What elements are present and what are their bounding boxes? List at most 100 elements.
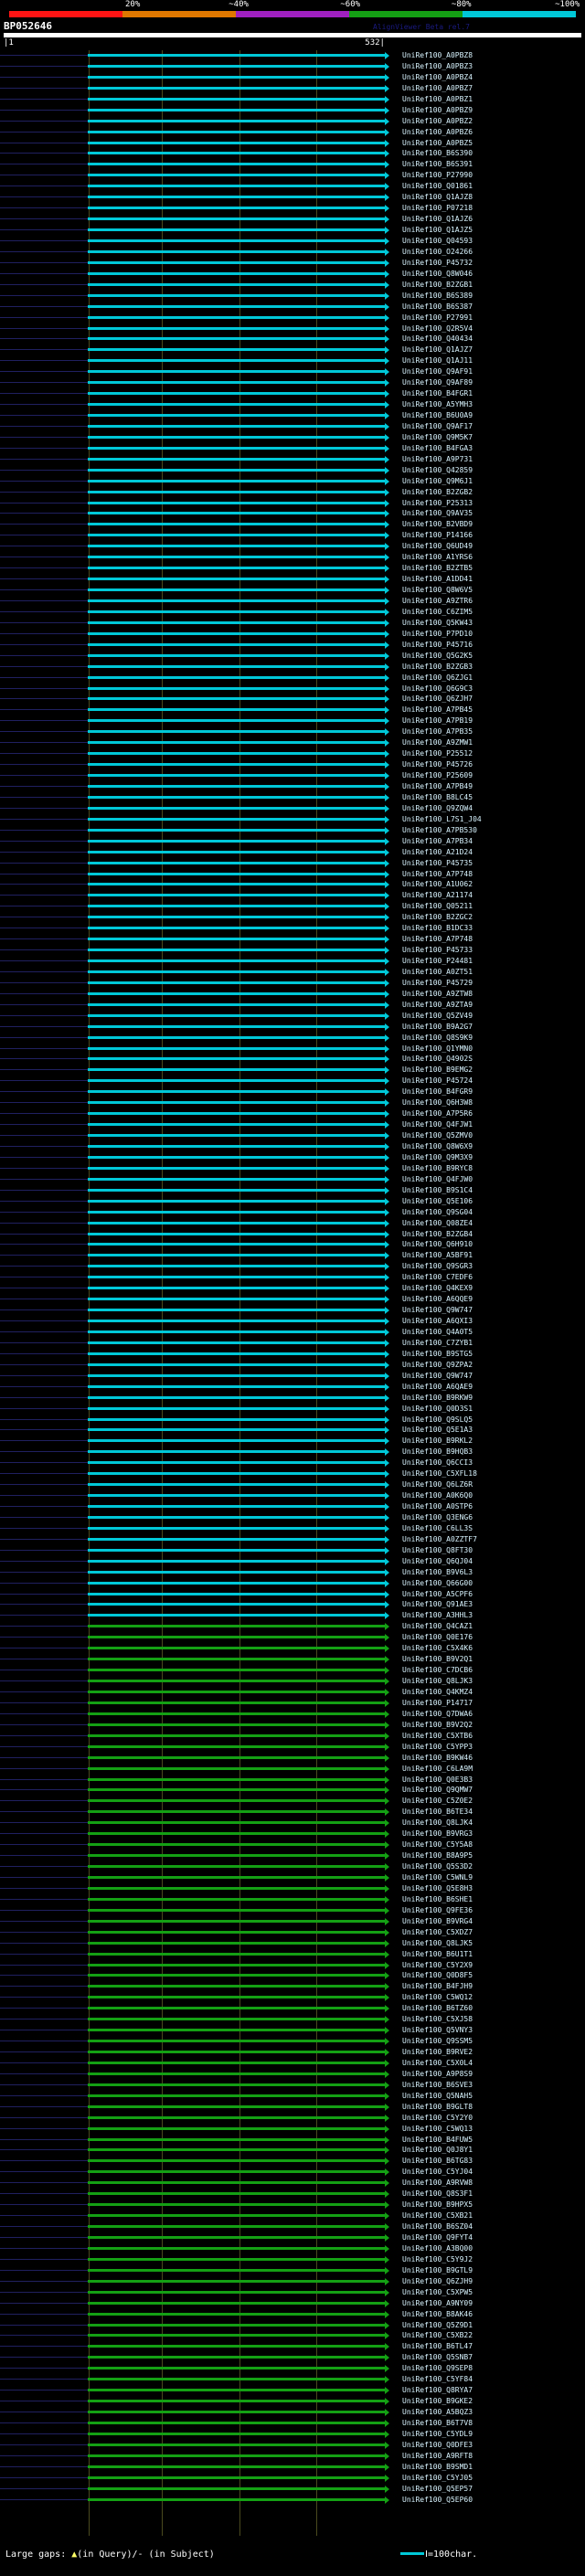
hit-bar[interactable] — [88, 992, 386, 995]
hit-bar[interactable] — [88, 785, 386, 788]
hit-bar[interactable] — [88, 1396, 386, 1399]
hit-bar[interactable] — [88, 621, 386, 624]
hit-bar[interactable] — [88, 1254, 386, 1256]
subject-id-label[interactable]: UniRef100_Q9SSM5 — [402, 2037, 473, 2045]
subject-id-label[interactable]: UniRef100_A7PB35 — [402, 727, 473, 736]
subject-id-label[interactable]: UniRef100_Q5SNB7 — [402, 2353, 473, 2361]
hit-bar[interactable] — [88, 1680, 386, 1682]
hit-bar[interactable] — [88, 1778, 386, 1781]
hit-bar[interactable] — [88, 752, 386, 755]
hit-bar[interactable] — [88, 174, 386, 176]
subject-id-label[interactable]: UniRef100_C5Y2X9 — [402, 1961, 473, 1969]
subject-id-label[interactable]: UniRef100_Q9M3X9 — [402, 1153, 473, 1161]
hit-bar[interactable] — [88, 1647, 386, 1649]
subject-id-label[interactable]: UniRef100_Q6ZJH7 — [402, 694, 473, 703]
hit-bar[interactable] — [88, 774, 386, 777]
subject-id-label[interactable]: UniRef100_B4FGR1 — [402, 389, 473, 398]
hit-bar[interactable] — [88, 65, 386, 68]
subject-id-label[interactable]: UniRef100_A5CPF6 — [402, 1590, 473, 1598]
hit-bar[interactable] — [88, 2051, 386, 2053]
subject-id-label[interactable]: UniRef100_Q9W747 — [402, 1306, 473, 1314]
subject-id-label[interactable]: UniRef100_B9A2G7 — [402, 1023, 473, 1031]
subject-id-label[interactable]: UniRef100_Q9ZQW4 — [402, 804, 473, 812]
subject-id-label[interactable]: UniRef100_Q5ZV49 — [402, 1012, 473, 1020]
subject-id-label[interactable]: UniRef100_C5XDZ7 — [402, 1928, 473, 1936]
subject-id-label[interactable]: UniRef100_L7S1_J04 — [402, 815, 482, 823]
alignment-hit-plot[interactable]: UniRef100_A0PBZ8 UniRef100_A0PBZ3 UniRef10… — [0, 50, 585, 2536]
subject-id-label[interactable]: UniRef100_Q8LJK3 — [402, 1677, 473, 1685]
subject-id-label[interactable]: UniRef100_Q9SLQ5 — [402, 1415, 473, 1424]
hit-bar[interactable] — [88, 2159, 386, 2162]
subject-id-label[interactable]: UniRef100_B6TL47 — [402, 2342, 473, 2350]
hit-bar[interactable] — [88, 2400, 386, 2402]
subject-id-label[interactable]: UniRef100_P7PD10 — [402, 630, 473, 638]
subject-id-label[interactable]: UniRef100_B6TG83 — [402, 2157, 473, 2165]
hit-bar[interactable] — [88, 2313, 386, 2316]
subject-id-label[interactable]: UniRef100_Q0D3S1 — [402, 1405, 473, 1413]
hit-bar[interactable] — [88, 2258, 386, 2261]
subject-id-label[interactable]: UniRef100_Q9AF89 — [402, 378, 473, 387]
subject-id-label[interactable]: UniRef100_Q5EP60 — [402, 2496, 473, 2504]
hit-bar[interactable] — [88, 905, 386, 907]
hit-bar[interactable] — [88, 2411, 386, 2413]
hit-bar[interactable] — [88, 2094, 386, 2097]
hit-bar[interactable] — [88, 2225, 386, 2228]
subject-id-label[interactable]: UniRef100_B6TZ60 — [402, 2004, 473, 2012]
subject-id-label[interactable]: UniRef100_Q5VNY3 — [402, 2026, 473, 2034]
hit-bar[interactable] — [88, 1964, 386, 1966]
subject-id-label[interactable]: UniRef100_Q9SG04 — [402, 1208, 473, 1216]
hit-bar[interactable] — [88, 370, 386, 373]
subject-id-label[interactable]: UniRef100_Q1YMN0 — [402, 1044, 473, 1053]
hit-bar[interactable] — [88, 228, 386, 231]
subject-id-label[interactable]: UniRef100_Q8W046 — [402, 270, 473, 278]
hit-bar[interactable] — [88, 1909, 386, 1912]
hit-bar[interactable] — [88, 1407, 386, 1410]
hit-bar[interactable] — [88, 1821, 386, 1824]
subject-id-label[interactable]: UniRef100_Q6H3W8 — [402, 1098, 473, 1107]
hit-bar[interactable] — [88, 588, 386, 591]
hit-bar[interactable] — [88, 1810, 386, 1813]
hit-bar[interactable] — [88, 2236, 386, 2239]
hit-bar[interactable] — [88, 502, 386, 504]
subject-id-label[interactable]: UniRef100_Q9FE36 — [402, 1906, 473, 1914]
hit-bar[interactable] — [88, 1450, 386, 1453]
hit-bar[interactable] — [88, 1767, 386, 1770]
hit-bar[interactable] — [88, 1571, 386, 1574]
subject-id-label[interactable]: UniRef100_P45735 — [402, 859, 473, 867]
hit-bar[interactable] — [88, 2018, 386, 2020]
hit-bar[interactable] — [88, 1974, 386, 1977]
hit-bar[interactable] — [88, 1363, 386, 1366]
subject-id-label[interactable]: UniRef100_P45732 — [402, 259, 473, 267]
hit-bar[interactable] — [88, 2029, 386, 2031]
subject-id-label[interactable]: UniRef100_A1DD41 — [402, 575, 473, 583]
hit-bar[interactable] — [88, 873, 386, 875]
subject-id-label[interactable]: UniRef100_P45716 — [402, 641, 473, 649]
subject-id-label[interactable]: UniRef100_Q1AJZ7 — [402, 345, 473, 354]
hit-bar[interactable] — [88, 1832, 386, 1835]
subject-id-label[interactable]: UniRef100_B6S391 — [402, 160, 473, 168]
hit-bar[interactable] — [88, 1527, 386, 1530]
hit-bar[interactable] — [88, 599, 386, 602]
subject-id-label[interactable]: UniRef100_B6SHE1 — [402, 1895, 473, 1903]
hit-bar[interactable] — [88, 1090, 386, 1093]
subject-id-label[interactable]: UniRef100_C7DCB6 — [402, 1666, 473, 1674]
subject-id-label[interactable]: UniRef100_C5X4K6 — [402, 1644, 473, 1652]
hit-bar[interactable] — [88, 2062, 386, 2064]
subject-id-label[interactable]: UniRef100_Q04593 — [402, 237, 473, 245]
hit-bar[interactable] — [88, 1854, 386, 1857]
hit-bar[interactable] — [88, 1505, 386, 1508]
subject-id-label[interactable]: UniRef100_Q6UD49 — [402, 542, 473, 550]
hit-bar[interactable] — [88, 239, 386, 242]
hit-bar[interactable] — [88, 1712, 386, 1715]
hit-bar[interactable] — [88, 1920, 386, 1923]
hit-bar[interactable] — [88, 970, 386, 973]
subject-id-label[interactable]: UniRef100_A6QXI3 — [402, 1317, 473, 1325]
hit-bar[interactable] — [88, 1298, 386, 1300]
subject-id-label[interactable]: UniRef100_Q4CAZ1 — [402, 1622, 473, 1630]
hit-bar[interactable] — [88, 851, 386, 853]
hit-bar[interactable] — [88, 1549, 386, 1552]
subject-id-label[interactable]: UniRef100_A0PBZ7 — [402, 84, 473, 92]
hit-bar[interactable] — [88, 2192, 386, 2195]
subject-id-label[interactable]: UniRef100_P45726 — [402, 760, 473, 769]
subject-id-label[interactable]: UniRef100_A1U062 — [402, 880, 473, 888]
